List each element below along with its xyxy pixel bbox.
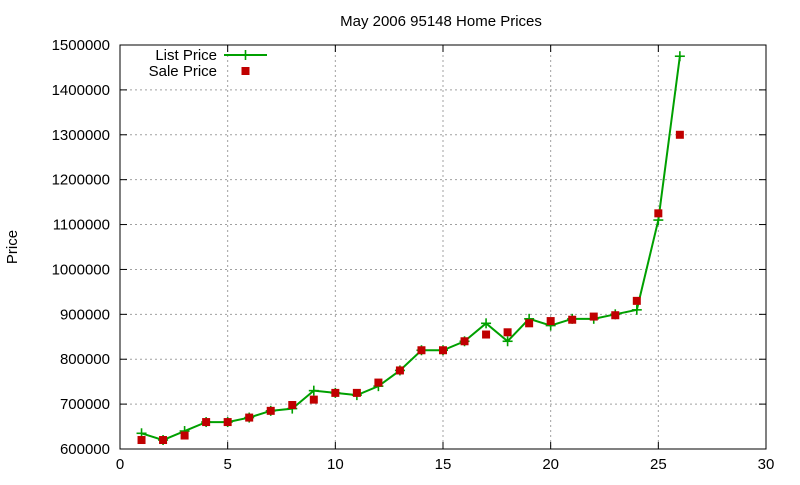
y-tick-label: 800000	[60, 351, 110, 368]
x-tick-label: 5	[223, 456, 231, 473]
sale-price-point	[266, 406, 275, 415]
legend-marker	[241, 67, 250, 75]
sale-price-point	[137, 436, 146, 445]
x-tick-label: 25	[650, 456, 667, 473]
legend-entry-list-price: List Price	[155, 47, 267, 64]
y-axis-label: Price	[4, 230, 21, 264]
list-price-point	[502, 336, 513, 347]
y-tick-label: 1000000	[52, 261, 110, 278]
x-tick-label: 20	[542, 456, 559, 473]
list-price-point	[308, 385, 319, 396]
series-list-price	[136, 51, 685, 446]
sale-price-point	[374, 378, 383, 387]
sale-price-point	[223, 418, 232, 427]
sale-price-point	[159, 436, 168, 445]
sale-price-point	[395, 366, 404, 375]
list-price-point	[631, 304, 642, 315]
legend-marker	[240, 50, 251, 60]
chart-title: May 2006 95148 Home Prices	[340, 13, 542, 30]
y-tick-label: 1400000	[52, 82, 110, 99]
list-price-line	[141, 56, 681, 442]
sale-price-point	[460, 337, 469, 346]
sale-price-point	[654, 209, 663, 218]
sale-price-point	[482, 330, 491, 339]
y-tick-label: 1100000	[53, 217, 110, 234]
sale-price-point	[439, 346, 447, 355]
sale-price-point	[632, 296, 641, 305]
sale-price-point	[352, 388, 361, 397]
grid-lines	[120, 45, 766, 449]
y-tick-label: 1500000	[52, 37, 110, 54]
sale-price-point	[180, 431, 189, 440]
sale-price-point	[503, 328, 512, 337]
axes: 0 5 10 15 20 25 30 600000 700000 800000 900000 1000…	[52, 37, 775, 473]
sale-price-point	[568, 315, 577, 324]
sale-price-point	[525, 319, 534, 328]
sale-price-point	[546, 317, 555, 326]
sale-price-point	[309, 395, 318, 404]
sale-price-point	[202, 418, 211, 427]
sale-price-point	[331, 388, 340, 397]
list-price-point	[674, 51, 685, 62]
list-price-point	[481, 318, 492, 329]
y-tick-label: 700000	[60, 396, 110, 413]
legend-label: Sale Price	[149, 63, 217, 80]
sale-price-point	[288, 401, 297, 410]
x-tick-label: 0	[116, 456, 124, 473]
sale-price-point	[675, 130, 684, 139]
data-series	[136, 51, 685, 446]
y-tick-label: 600000	[60, 441, 110, 458]
sale-price-point	[245, 413, 254, 422]
y-tick-label: 1300000	[52, 127, 110, 144]
plot-frame	[119, 44, 767, 450]
x-tick-label: 10	[327, 456, 344, 473]
legend-entry-sale-price: Sale Price	[149, 63, 250, 80]
y-tick-label: 900000	[60, 306, 110, 323]
y-tick-label: 1200000	[52, 172, 110, 189]
sale-price-point	[589, 312, 598, 321]
sale-price-point	[611, 311, 620, 320]
series-sale-price	[137, 130, 684, 445]
legend-label: List Price	[155, 47, 217, 64]
x-tick-label: 15	[435, 456, 452, 473]
x-tick-label: 30	[758, 456, 775, 473]
sale-price-point	[417, 346, 426, 355]
